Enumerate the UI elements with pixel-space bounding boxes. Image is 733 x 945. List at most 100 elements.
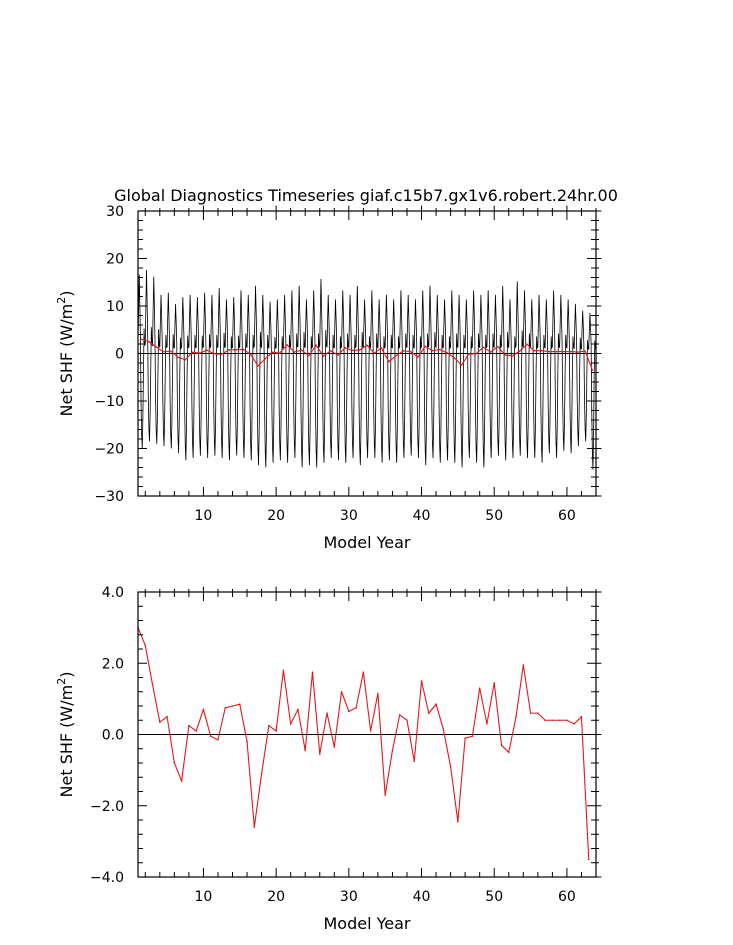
y-tick-label: 2.0 (102, 656, 124, 672)
y-tick-label: −30 (94, 489, 124, 505)
annual-mean-point (366, 344, 368, 346)
x-tick-label: 20 (267, 889, 285, 905)
annual-mean-point (518, 350, 521, 352)
annual-mean-point (308, 354, 310, 357)
annual-mean-point (577, 351, 579, 353)
annual-mean-point (166, 715, 168, 718)
x-tick-label: 20 (267, 508, 285, 524)
y-tick-label: 20 (106, 252, 124, 268)
x-tick-label: 50 (485, 889, 503, 905)
annual-mean-point (362, 671, 365, 673)
annual-mean-point (373, 352, 376, 354)
annual-mean-point (260, 772, 263, 775)
annual-mean-point (271, 351, 274, 354)
annual-mean-point (486, 723, 488, 725)
annual-mean-point (547, 350, 550, 353)
annual-mean-series-line (137, 627, 590, 860)
annual-mean-point (587, 858, 590, 860)
annual-mean-point (206, 349, 208, 351)
annual-mean-point (300, 349, 303, 351)
annual-mean-point (198, 352, 201, 354)
x-tick-label: 30 (340, 889, 358, 905)
annual-mean-point (471, 735, 474, 738)
annual-mean-point (275, 730, 277, 732)
annual-mean-point (315, 344, 317, 346)
annual-mean-point (289, 723, 292, 725)
annual-mean-point (326, 712, 328, 714)
annual-mean-point (504, 354, 506, 356)
annual-mean-point (228, 349, 230, 351)
y-axis-title-main: Net SHF (W/m (57, 304, 76, 417)
annual-mean-point (562, 350, 565, 353)
annual-mean-point (551, 719, 554, 722)
annual-mean-point (566, 719, 568, 722)
annual-mean-point (155, 346, 157, 348)
annual-mean-point (177, 356, 179, 359)
annual-mean-point (358, 349, 361, 351)
annual-mean-point (220, 353, 223, 356)
annual-mean-point (573, 723, 575, 725)
annual-mean-point (297, 708, 299, 711)
annual-mean-point (264, 357, 267, 360)
annual-mean-point (467, 353, 470, 355)
annual-mean-point (529, 712, 532, 714)
y-axis-title: Net SHF (W/m2) (55, 291, 76, 417)
x-tick-label: 40 (413, 889, 431, 905)
annual-mean-point (231, 705, 234, 707)
annual-mean-point (217, 739, 219, 741)
annual-mean-point (144, 644, 147, 647)
annual-mean-point (526, 343, 528, 346)
annual-mean-point (515, 715, 517, 718)
annual-mean-point (180, 780, 183, 782)
annual-mean-point (446, 351, 448, 354)
annual-mean-point (406, 719, 408, 722)
x-tick-label: 40 (413, 508, 431, 524)
annual-mean-point (202, 708, 205, 711)
annual-mean-point (497, 345, 499, 348)
annual-mean-point (395, 354, 397, 357)
y-tick-label: 4.0 (102, 585, 124, 601)
annual-mean-point (209, 735, 212, 738)
annual-mean-point (224, 706, 227, 709)
annual-mean-point (511, 355, 514, 357)
annual-mean-point (253, 826, 256, 828)
annual-mean-point (482, 346, 485, 349)
annual-mean-point (591, 369, 594, 371)
annual-mean-point (169, 350, 172, 352)
annual-mean-point (489, 351, 492, 353)
x-tick-label: 60 (558, 889, 576, 905)
annual-mean-point (388, 360, 390, 363)
annual-mean-point (558, 719, 561, 722)
x-axis-title: Model Year (324, 533, 411, 552)
annual-mean-point (188, 724, 190, 727)
annual-mean-point (537, 712, 539, 714)
annual-mean-point (242, 348, 245, 351)
annual-mean-point (398, 714, 401, 716)
annual-mean-point (391, 749, 394, 752)
annual-mean-point (348, 710, 350, 713)
annual-mean-point (384, 794, 386, 796)
annual-mean-point (304, 749, 307, 752)
annual-mean-point (544, 719, 546, 722)
annual-mean-point (355, 706, 357, 709)
annual-mean-point (322, 355, 325, 357)
annual-mean-point (493, 682, 496, 684)
annual-mean-point (584, 350, 586, 352)
y-tick-label: −2.0 (90, 799, 124, 815)
annual-mean-point (278, 352, 281, 354)
annual-mean-point (257, 365, 259, 367)
annual-mean-point (293, 351, 296, 353)
annual-mean-point (148, 340, 150, 343)
annual-mean-point (460, 364, 463, 366)
y-tick-label: 0.0 (102, 728, 124, 744)
annual-mean-point (580, 715, 583, 718)
annual-mean-point (569, 350, 572, 353)
y-tick-label: −10 (94, 394, 124, 410)
annual-mean-point (522, 664, 525, 666)
annual-mean-point (340, 690, 343, 693)
x-tick-label: 50 (485, 508, 503, 524)
annual-mean-point (431, 349, 434, 352)
annual-mean-point (464, 737, 466, 739)
annual-mean-point (442, 728, 445, 730)
